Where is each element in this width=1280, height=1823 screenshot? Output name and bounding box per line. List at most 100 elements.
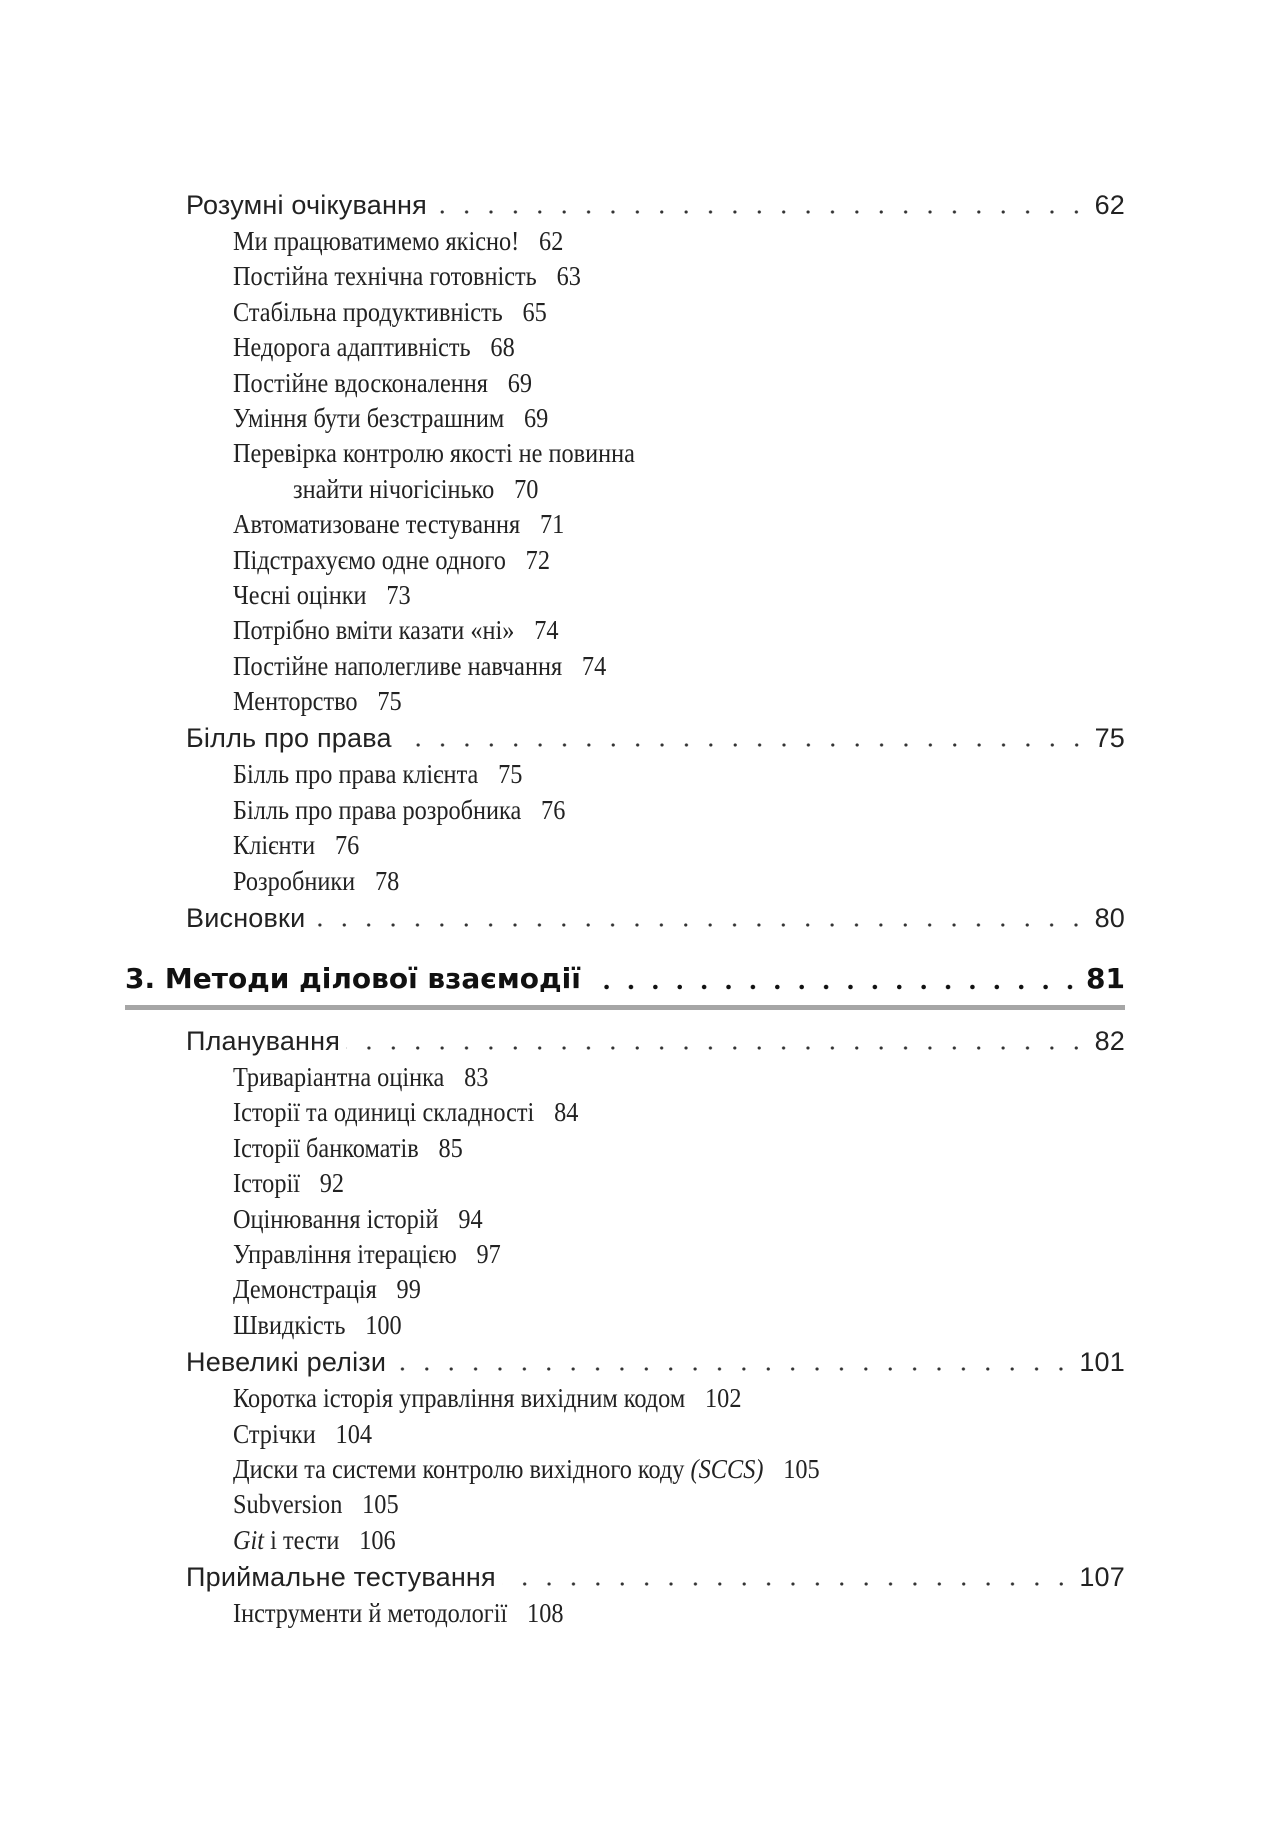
page-number: 107	[1079, 1562, 1125, 1593]
toc-subsection[interactable]: Ми працюватимемо якісно! 62	[233, 224, 1175, 259]
toc-subsection[interactable]: Стабільна продуктивність 65	[233, 295, 1175, 330]
page-number: 75	[377, 686, 402, 717]
page-number: 105	[362, 1489, 399, 1520]
toc-subsection[interactable]: Оцінювання історій 94	[233, 1202, 1175, 1237]
toc-section[interactable]: Висновки 80	[186, 899, 1125, 937]
subsection-title: Розробники	[233, 865, 356, 896]
toc-subsection[interactable]: Історії та одиниці складності 84	[233, 1095, 1175, 1130]
page-number: 63	[556, 261, 581, 292]
chapter-heading[interactable]: 3. Методи ділової взаємодії 81	[125, 957, 1125, 1001]
subsection-title: Менторство	[233, 686, 358, 717]
toc-subsection[interactable]: Історії 92	[233, 1166, 1175, 1201]
toc-subsection[interactable]: Демонстрація 99	[233, 1272, 1175, 1307]
dot-leader	[392, 1367, 1074, 1372]
subsection-title: Коротка історія управління вихідним кодо…	[233, 1383, 686, 1414]
subsection-title: Уміння бути безстрашним	[233, 402, 505, 433]
toc-subsection[interactable]: Потрібно вміти казати «ні» 74	[233, 613, 1175, 648]
toc-subsection[interactable]: Чесні оцінки 73	[233, 578, 1175, 613]
page-number: 106	[359, 1524, 396, 1555]
toc-subsection[interactable]: знайти нічогісінько 70	[293, 472, 1181, 507]
toc-subsection[interactable]: Диски та системи контролю вихідного коду…	[233, 1452, 1175, 1487]
subsection-title: Історії	[233, 1168, 300, 1199]
dot-leader	[397, 743, 1089, 748]
page-number: 99	[396, 1274, 421, 1305]
toc-section[interactable]: Білль про права 75	[186, 719, 1125, 757]
page-number: 70	[514, 473, 539, 504]
subsection-title: Управління ітерацією	[233, 1238, 457, 1269]
italic-term: Git	[233, 1524, 265, 1555]
toc-subsection[interactable]: Підстрахуємо одне одного 72	[233, 543, 1175, 578]
toc-subsection[interactable]: Розробники 78	[233, 864, 1175, 899]
toc-section[interactable]: Невеликі релізи 101	[186, 1343, 1125, 1381]
subsection-title: і тести	[264, 1524, 340, 1555]
toc-subsection[interactable]: Управління ітерацією 97	[233, 1237, 1175, 1272]
toc-section[interactable]: Розумні очікування 62	[186, 186, 1125, 224]
italic-term: (SCCS)	[690, 1453, 764, 1484]
subsection-title: Триваріантна оцінка	[233, 1062, 445, 1093]
toc-section[interactable]: Планування 82	[186, 1022, 1125, 1060]
toc-subsection[interactable]: Білль про права клієнта 75	[233, 757, 1175, 792]
subsection-title: Ми працюватимемо якісно!	[233, 226, 520, 256]
toc-subsection[interactable]: Git і тести 106	[233, 1523, 1175, 1558]
subsection-title: знайти нічогісінько	[293, 473, 495, 504]
page-number: 74	[534, 615, 559, 646]
section-title: Невеликі релізи	[186, 1347, 387, 1378]
toc-subsection[interactable]: Триваріантна оцінка 83	[233, 1060, 1175, 1095]
page-number: 69	[524, 402, 549, 433]
toc-subsection[interactable]: Швидкість 100	[233, 1308, 1175, 1343]
section-title: Розумні очікування	[186, 190, 427, 220]
page-number: 92	[319, 1168, 345, 1199]
toc-subsection[interactable]: Менторство 75	[233, 684, 1175, 719]
subsection-title: Швидкість	[233, 1309, 346, 1340]
subsection-title: Клієнти	[233, 830, 316, 861]
toc-subsection[interactable]: Постійна технічна готовність 63	[233, 259, 1175, 294]
toc-subsection[interactable]: Постійне наполегливе навчання 74	[233, 649, 1175, 684]
toc-subsection[interactable]: Інструменти й методології 108	[233, 1596, 1175, 1631]
page-number: 85	[438, 1132, 463, 1163]
page-number: 100	[365, 1309, 402, 1340]
subsection-title: Диски та системи контролю вихідного коду	[233, 1453, 691, 1484]
page-number: 105	[783, 1453, 820, 1484]
toc-section[interactable]: Приймальне тестування 107	[186, 1558, 1125, 1596]
page-number: 62	[1094, 190, 1125, 220]
page-number: 72	[525, 544, 550, 575]
chapter-title: 3. Методи ділової взаємодії	[125, 962, 581, 996]
page-number: 73	[386, 579, 411, 610]
page-number: 83	[464, 1062, 489, 1093]
subsection-title: Потрібно вміти казати «ні»	[233, 615, 515, 646]
subsection-title: Автоматизоване тестування	[233, 509, 521, 540]
toc-subsection[interactable]: Білль про права розробника 76	[233, 793, 1175, 828]
page-number: 82	[1094, 1026, 1125, 1057]
toc-subsection[interactable]: Уміння бути безстрашним 69	[233, 401, 1175, 436]
toc-subsection[interactable]: Subversion 105	[233, 1487, 1175, 1522]
dot-leader	[501, 1582, 1074, 1587]
page-number: 74	[581, 650, 607, 681]
page-number: 97	[476, 1238, 501, 1269]
toc-subsection[interactable]: Клієнти 76	[233, 828, 1175, 863]
toc-subsection[interactable]: Стрічки 104	[233, 1417, 1175, 1452]
page-number: 76	[334, 830, 360, 861]
page-number: 80	[1094, 903, 1125, 934]
page-number: 102	[705, 1383, 742, 1414]
dot-leader	[346, 1046, 1089, 1051]
page-number: 75	[1094, 723, 1125, 754]
subsection-title: Недорога адаптивність	[233, 332, 471, 363]
page-number: 75	[498, 759, 523, 790]
subsection-title: Постійна технічна готовність	[233, 261, 537, 292]
toc-subsection[interactable]: Коротка історія управління вихідним кодо…	[233, 1381, 1175, 1416]
subsection-title: Демонстрація	[233, 1274, 377, 1305]
subsection-title: Subversion	[233, 1489, 343, 1520]
toc-subsection[interactable]: Історії банкоматів 85	[233, 1131, 1175, 1166]
section-title: Висновки	[186, 903, 306, 934]
toc-subsection[interactable]: Автоматизоване тестування 71	[233, 507, 1175, 542]
toc-subsection[interactable]: Недорога адаптивність 68	[233, 330, 1175, 365]
subsection-title: Історії та одиниці складності	[233, 1097, 535, 1128]
toc-subsection[interactable]: Постійне вдосконалення 69	[233, 366, 1175, 401]
dot-leader	[432, 210, 1089, 214]
subsection-title: Чесні оцінки	[233, 579, 367, 610]
page-number: 71	[539, 509, 565, 540]
toc-subsection[interactable]: Перевірка контролю якості не повинна	[233, 436, 1175, 471]
page-number: 68	[490, 332, 515, 363]
chapter-rule	[125, 1005, 1125, 1011]
page-number: 101	[1079, 1347, 1125, 1378]
